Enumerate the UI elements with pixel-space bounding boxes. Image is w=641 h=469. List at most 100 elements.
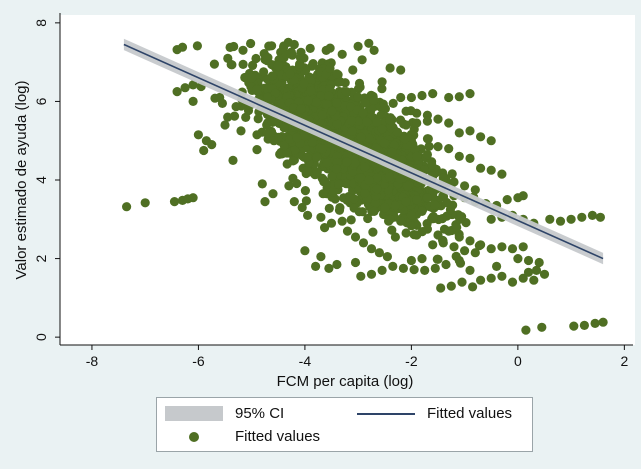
cloud-point xyxy=(285,69,295,79)
y-tick-label: 2 xyxy=(33,254,49,262)
cloud-point xyxy=(317,110,327,120)
data-point xyxy=(337,49,347,59)
legend-ci-label: 95% CI xyxy=(235,405,285,422)
data-point xyxy=(420,265,430,275)
data-point xyxy=(366,244,377,254)
data-point xyxy=(449,177,459,187)
data-point xyxy=(385,63,395,73)
data-point xyxy=(356,271,366,281)
cloud-point xyxy=(281,49,292,59)
data-point xyxy=(199,145,209,156)
data-point xyxy=(321,45,331,56)
data-point xyxy=(332,259,342,270)
data-point xyxy=(433,142,443,152)
data-point xyxy=(422,149,432,160)
data-point xyxy=(353,41,363,52)
cloud-point xyxy=(342,157,352,167)
data-point xyxy=(398,263,408,273)
data-point xyxy=(337,216,347,226)
cloud-point xyxy=(252,145,262,155)
data-point xyxy=(295,59,305,69)
data-point xyxy=(523,267,534,277)
cloud-point xyxy=(223,53,233,64)
cloud-point xyxy=(406,221,417,231)
data-point xyxy=(444,226,454,236)
x-axis-label: FCM per capita (log) xyxy=(277,373,414,390)
cloud-point xyxy=(437,214,447,224)
cloud-point xyxy=(253,114,263,124)
data-point xyxy=(444,144,454,154)
data-point xyxy=(465,265,475,275)
data-point xyxy=(438,173,448,183)
cloud-point xyxy=(264,41,274,51)
cloud-point xyxy=(318,189,328,199)
data-point xyxy=(492,261,502,271)
cloud-point xyxy=(325,84,335,94)
cloud-point xyxy=(430,200,440,210)
data-point xyxy=(401,106,411,116)
cloud-point xyxy=(341,87,351,97)
data-point xyxy=(436,283,446,293)
cloud-point xyxy=(296,47,306,57)
data-point xyxy=(369,45,379,56)
cloud-point xyxy=(368,227,378,237)
data-point xyxy=(412,108,422,118)
data-point xyxy=(396,92,406,103)
cloud-point xyxy=(371,143,381,153)
data-point xyxy=(369,206,379,216)
cloud-point xyxy=(238,59,248,69)
data-point xyxy=(428,240,438,250)
data-point xyxy=(284,181,294,191)
data-point xyxy=(252,85,262,95)
data-point xyxy=(486,244,496,254)
data-point xyxy=(396,216,406,226)
cloud-point xyxy=(357,55,367,65)
data-point xyxy=(412,195,422,205)
data-point xyxy=(406,255,416,266)
cloud-point xyxy=(353,92,363,102)
x-tick-label: 0 xyxy=(514,353,522,369)
data-point xyxy=(444,118,454,128)
cloud-point xyxy=(327,171,337,181)
data-point xyxy=(188,193,198,203)
cloud-point xyxy=(302,152,312,162)
cloud-point xyxy=(367,104,377,114)
cloud-point xyxy=(347,126,357,136)
cloud-point xyxy=(402,181,412,191)
data-point xyxy=(460,181,470,191)
data-point xyxy=(374,248,384,258)
data-point xyxy=(539,269,550,279)
data-point xyxy=(223,112,233,122)
data-point xyxy=(502,195,512,205)
cloud-point xyxy=(292,133,302,143)
cloud-point xyxy=(395,174,405,184)
cloud-point xyxy=(452,222,462,232)
data-point xyxy=(412,230,422,240)
data-point xyxy=(433,114,443,124)
legend-line-swatch xyxy=(357,412,415,415)
data-point xyxy=(486,214,496,224)
data-point xyxy=(518,191,528,201)
cloud-point xyxy=(447,169,457,179)
cloud-point xyxy=(229,111,240,121)
cloud-point xyxy=(241,112,251,122)
data-point xyxy=(364,38,374,48)
data-point xyxy=(577,212,587,222)
cloud-point xyxy=(303,95,313,106)
data-point xyxy=(417,206,427,216)
data-point xyxy=(460,246,470,256)
data-point xyxy=(377,77,387,87)
data-point xyxy=(324,263,334,273)
data-point xyxy=(303,210,313,220)
data-point xyxy=(311,261,321,271)
data-point xyxy=(188,80,198,90)
data-point xyxy=(350,232,361,242)
x-tick-label: -8 xyxy=(86,353,99,369)
cloud-point xyxy=(324,91,334,101)
cloud-point xyxy=(388,98,398,108)
data-point xyxy=(523,255,534,266)
data-point xyxy=(531,265,542,275)
data-point xyxy=(422,224,432,234)
